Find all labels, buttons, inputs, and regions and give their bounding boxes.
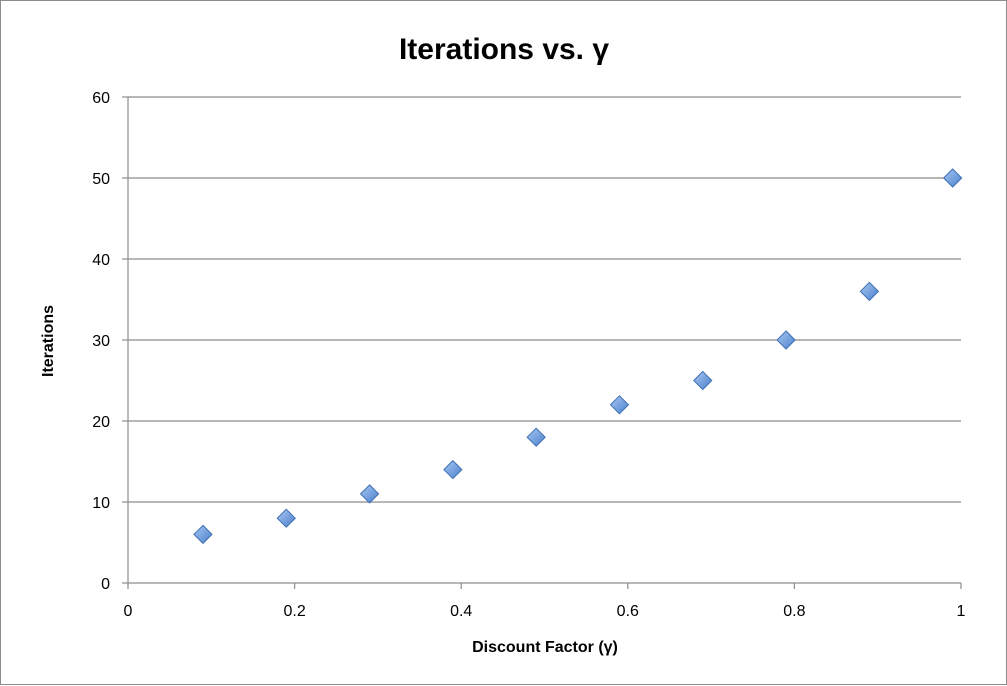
y-tick-label: 0: [101, 576, 110, 593]
y-axis-label: Iterations: [40, 305, 57, 377]
x-tick-label: 0.4: [450, 603, 472, 620]
y-tick-label: 20: [92, 414, 110, 431]
data-point: [526, 427, 546, 447]
y-tick-label: 10: [92, 495, 110, 512]
x-axis-label: Discount Factor (γ): [472, 639, 618, 656]
x-tick-label: 1: [957, 603, 966, 620]
chart-title: Iterations vs. γ: [399, 33, 609, 66]
gridlines: [128, 96, 961, 503]
y-tick-label: 60: [92, 90, 110, 107]
data-point: [859, 281, 880, 302]
y-tick-label: 30: [92, 333, 110, 350]
y-tick-label: 50: [92, 171, 110, 188]
x-tick-label: 0.8: [783, 603, 805, 620]
data-point: [693, 370, 713, 391]
x-tick-label: 0: [124, 603, 133, 620]
data-points: [193, 168, 963, 545]
tick-labels: 0 10 20 30 40 50 60 0 0.2 0.4 0.6 0.8 1: [92, 90, 965, 620]
data-point: [443, 459, 463, 480]
x-tick-label: 0.2: [283, 603, 305, 620]
x-tick-label: 0.6: [617, 603, 639, 620]
data-point: [776, 330, 796, 350]
y-tick-label: 40: [92, 252, 110, 269]
data-point: [193, 524, 213, 545]
data-point: [276, 508, 296, 528]
axes: [122, 96, 962, 589]
data-point: [942, 168, 963, 188]
data-point: [609, 395, 630, 415]
data-point: [359, 484, 380, 504]
